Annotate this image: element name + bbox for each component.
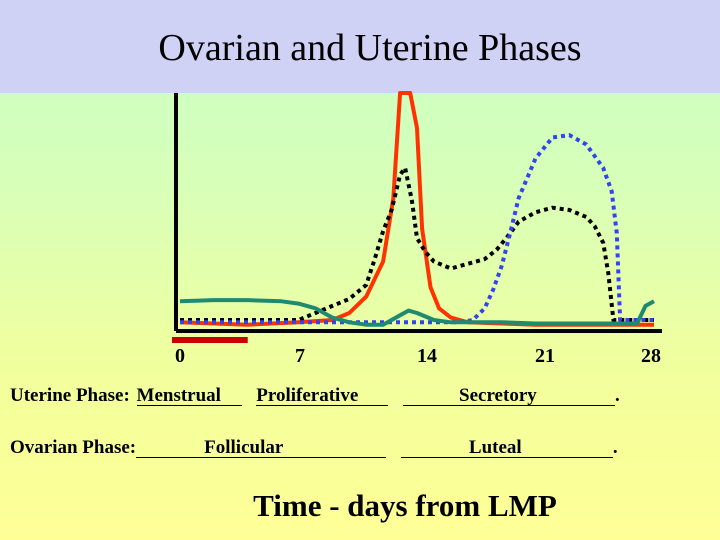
ovarian-phase-row: Ovarian Phase: Follicular Luteal. — [10, 437, 618, 459]
secretory-label: Secretory — [459, 385, 537, 406]
menstrual-label: Menstrual — [136, 385, 221, 406]
x-tick-label-14: 14 — [417, 345, 437, 367]
luteal-label: Luteal — [468, 437, 522, 458]
uterine-phase-row: Uterine Phase: Menstrual Proliferative S… — [10, 385, 620, 407]
title-bar — [0, 0, 720, 93]
series-line-1 — [179, 91, 654, 327]
proliferative-blank: Proliferative — [256, 385, 389, 406]
chart-title: Ovarian and Uterine Phases — [158, 27, 582, 69]
x-tick-label-28: 28 — [641, 345, 661, 367]
follicular-label: Follicular — [204, 437, 284, 458]
x-axis-label: Time - days from LMP — [253, 488, 557, 523]
x-tick-labels: 0 7 14 21 28 — [175, 345, 661, 367]
luteal-blank: Luteal — [400, 437, 613, 458]
series-line-3 — [180, 133, 654, 325]
axes — [174, 93, 662, 333]
ovarian-period: . — [612, 437, 618, 458]
x-tick-label-0: 0 — [175, 345, 185, 367]
x-tick-label-21: 21 — [535, 345, 555, 367]
x-tick-label-7: 7 — [295, 345, 305, 367]
series-layer — [179, 91, 655, 327]
secretory-blank: Secretory — [403, 385, 616, 406]
proliferative-label: Proliferative — [256, 385, 359, 406]
uterine-phase-label: Uterine Phase: — [10, 385, 130, 406]
menstrual-blank: Menstrual — [136, 385, 242, 406]
ovarian-phase-label: Ovarian Phase: — [10, 437, 137, 458]
uterine-period: . — [615, 385, 620, 406]
follicular-blank: Follicular — [136, 437, 387, 458]
menses-bar — [172, 337, 248, 343]
series-line-4 — [179, 298, 655, 327]
series-line-2 — [180, 165, 654, 322]
